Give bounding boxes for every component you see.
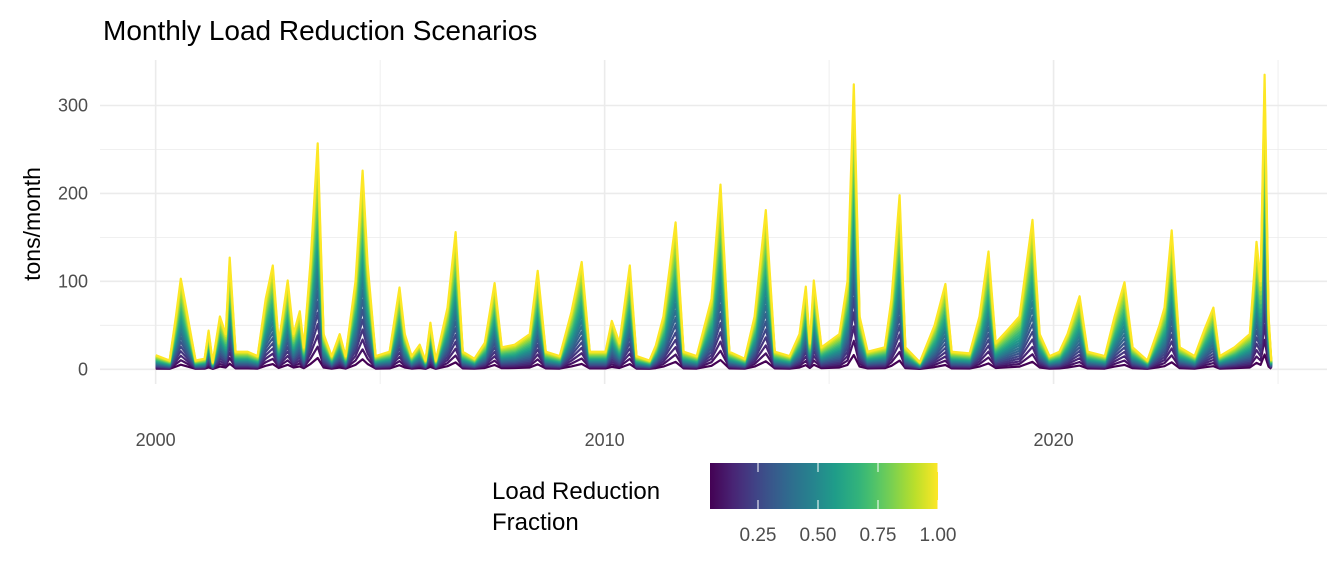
- series-line-0.3: [155, 279, 1273, 369]
- series-line-0.1: [155, 338, 1273, 370]
- y-tick-label: 200: [58, 183, 88, 203]
- legend: Load Reduction Fraction 0.25 0.50 0.75 1.00: [492, 463, 956, 546]
- x-tick-label: 2010: [585, 430, 625, 450]
- x-tick-label: 2020: [1034, 430, 1074, 450]
- series-line-1: [155, 73, 1273, 364]
- series-line-0.25: [155, 294, 1273, 369]
- grid: [100, 60, 1327, 384]
- x-axis-ticks: 2000 2010 2020: [136, 430, 1074, 450]
- y-tick-label: 100: [58, 271, 88, 291]
- y-tick-label: 300: [58, 96, 88, 116]
- y-axis-ticks: 0 100 200 300: [58, 96, 88, 380]
- x-tick-label: 2000: [136, 430, 176, 450]
- colorbar-ticks: 0.25 0.50 0.75 1.00: [740, 463, 957, 546]
- colorbar-tick-label: 0.25: [740, 525, 777, 546]
- series-line-0.15: [155, 324, 1273, 370]
- legend-title-line2: Fraction: [492, 509, 579, 536]
- legend-title-line1: Load Reduction: [492, 478, 660, 505]
- colorbar: [710, 463, 938, 509]
- y-tick-label: 0: [78, 359, 88, 379]
- chart-title: Monthly Load Reduction Scenarios: [103, 15, 537, 46]
- colorbar-tick-label: 0.75: [860, 525, 897, 546]
- series-lines: [155, 73, 1273, 370]
- y-axis-label: tons/month: [19, 167, 45, 281]
- series-line-0.05: [155, 353, 1272, 370]
- colorbar-tick-label: 0.50: [800, 525, 837, 546]
- series-line-0.2: [155, 309, 1273, 369]
- colorbar-tick-label: 1.00: [920, 525, 957, 546]
